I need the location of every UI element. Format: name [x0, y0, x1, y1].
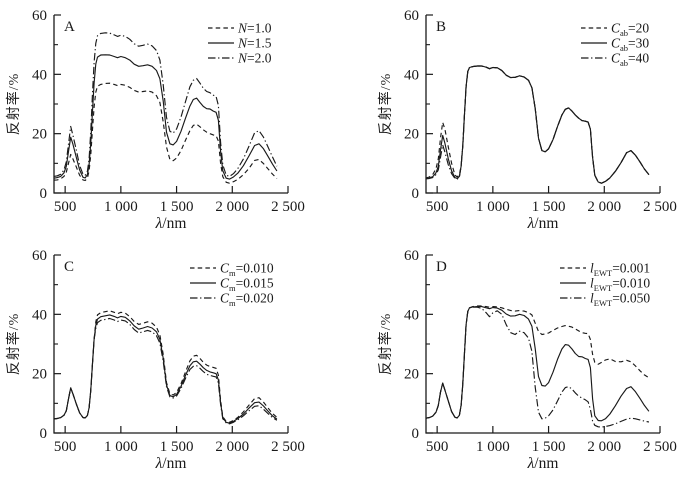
panel-letter: B — [436, 19, 446, 35]
legend-label: Cab=40 — [611, 51, 649, 69]
legend-label: Cab=20 — [611, 21, 649, 39]
legend-label: lEWT=0.001 — [590, 261, 650, 279]
x-tick-label: 2 000 — [587, 439, 621, 455]
legend-label: lEWT=0.010 — [590, 276, 650, 294]
y-tick-label: 40 — [32, 67, 47, 83]
x-tick-label: 500 — [54, 199, 77, 215]
y-tick-label: 0 — [412, 426, 420, 442]
y-tick-label: 40 — [404, 67, 419, 83]
legend-label: Cm=0.020 — [220, 291, 274, 309]
x-tick-label: 1 000 — [476, 439, 510, 455]
x-tick-label: 2 500 — [271, 439, 305, 455]
series-line-Cm=0.010 — [53, 310, 278, 423]
y-axis-label: 反射率/% — [5, 73, 22, 136]
x-axis-label: λ/nm — [155, 215, 187, 232]
series-line-lEWT=0.010 — [425, 306, 650, 422]
x-tick-label: 1 500 — [532, 439, 566, 455]
x-tick-label: 500 — [426, 439, 449, 455]
panel-letter: D — [436, 259, 447, 275]
x-axis-label: λ/nm — [527, 455, 559, 472]
x-tick-label: 1 500 — [160, 439, 194, 455]
y-tick-label: 40 — [32, 307, 47, 323]
legend-label: Cm=0.015 — [220, 276, 274, 294]
panel-d-chart: 500 1 000 1 500 2 000 2 500 0 20 40 60 λ/nm 反射率/% D… — [377, 248, 677, 472]
legend-label: N=1.0 — [237, 21, 272, 36]
x-tick-label: 500 — [426, 199, 449, 215]
y-tick-label: 60 — [404, 8, 419, 24]
y-tick-label: 60 — [404, 248, 419, 264]
y-axis-label: 反射率/% — [377, 313, 394, 376]
panel-c-chart: 500 1 000 1 500 2 000 2 500 0 20 40 60 λ/nm 反射率/% C… — [5, 248, 305, 472]
x-tick-label: 2 500 — [271, 199, 305, 215]
y-tick-label: 20 — [404, 127, 419, 143]
x-tick-label: 1 500 — [160, 199, 194, 215]
y-tick-label: 20 — [404, 367, 419, 383]
panel-a-chart: 500 1 000 1 500 2 000 2 500 0 20 40 60 λ/nm 反射率/% A… — [5, 8, 305, 232]
y-axis-label: 反射率/% — [5, 313, 22, 376]
legend-label: lEWT=0.050 — [590, 291, 650, 309]
x-tick-label: 1 000 — [476, 199, 510, 215]
panel-b-chart: 500 1 000 1 500 2 000 2 500 0 20 40 60 λ/nm 反射率/% B… — [377, 8, 677, 232]
legend-label: Cab=30 — [611, 36, 649, 54]
x-axis-label: λ/nm — [527, 215, 559, 232]
y-tick-label: 0 — [412, 186, 420, 202]
x-tick-label: 2 000 — [587, 199, 621, 215]
series-line-lEWT=0.050 — [425, 306, 650, 428]
y-tick-label: 20 — [32, 367, 47, 383]
series-line-N=1.0 — [53, 82, 278, 184]
x-tick-label: 1 500 — [532, 199, 566, 215]
legend-label: Cm=0.010 — [220, 261, 274, 279]
series-line-N=1.5 — [53, 54, 278, 180]
series-line-Cab=30 — [425, 65, 650, 184]
x-tick-label: 1 000 — [104, 199, 138, 215]
x-axis-label: λ/nm — [155, 455, 187, 472]
x-tick-label: 2 500 — [643, 199, 677, 215]
y-tick-label: 40 — [404, 307, 419, 323]
series-line-N=2.0 — [53, 32, 278, 177]
x-tick-label: 2 000 — [215, 439, 249, 455]
y-tick-label: 0 — [40, 426, 48, 442]
series-line-Cab=40 — [425, 65, 650, 184]
y-axis-label: 反射率/% — [377, 73, 394, 136]
legend-label: N=1.5 — [237, 36, 272, 51]
y-tick-label: 60 — [32, 8, 47, 24]
panel-letter: A — [64, 19, 75, 35]
x-tick-label: 2 000 — [215, 199, 249, 215]
y-tick-label: 60 — [32, 248, 47, 264]
panel-letter: C — [64, 259, 74, 275]
y-tick-label: 20 — [32, 127, 47, 143]
x-tick-label: 1 000 — [104, 439, 138, 455]
x-tick-label: 500 — [54, 439, 77, 455]
legend-label: N=2.0 — [237, 51, 272, 66]
x-tick-label: 2 500 — [643, 439, 677, 455]
series-line-Cm=0.020 — [53, 317, 278, 425]
y-tick-label: 0 — [40, 186, 48, 202]
